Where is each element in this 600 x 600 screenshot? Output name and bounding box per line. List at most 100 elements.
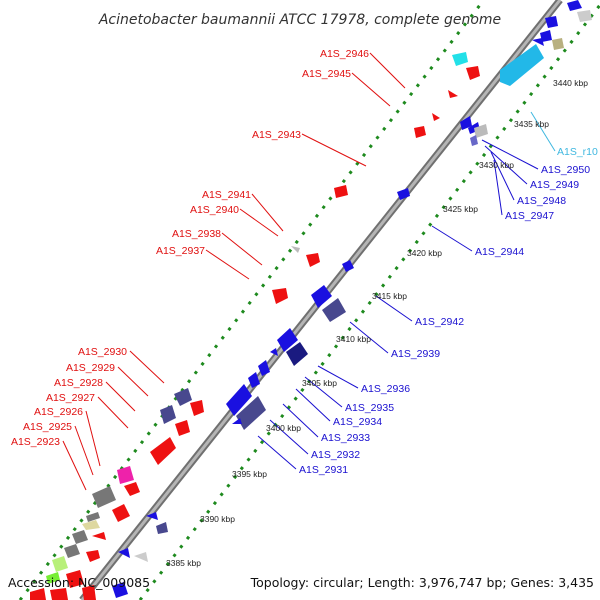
feature-box[interactable] xyxy=(577,10,592,22)
feature-box[interactable] xyxy=(322,298,346,322)
gene-label-reverse[interactable]: A1S_2944 xyxy=(475,246,524,258)
kbp-tick-label: 3410 kbp xyxy=(336,334,371,344)
kbp-tick-label: 3430 kbp xyxy=(479,160,514,170)
gene-label-forward[interactable]: A1S_2937 xyxy=(156,245,205,257)
gene-label-forward[interactable]: A1S_2941 xyxy=(202,189,251,201)
feature-box[interactable] xyxy=(72,530,88,544)
gene-label-rna[interactable]: A1S_r10 xyxy=(557,146,598,158)
feature-box[interactable] xyxy=(291,246,300,253)
gene-label-reverse[interactable]: A1S_2947 xyxy=(505,210,554,222)
gene-label-reverse[interactable]: A1S_2932 xyxy=(311,449,360,461)
feature-arrow[interactable] xyxy=(118,548,130,558)
gene-label-forward[interactable]: A1S_2925 xyxy=(23,421,72,433)
kbp-tick-label: 3420 kbp xyxy=(407,248,442,258)
map-title: Acinetobacter baumannii ATCC 17978, comp… xyxy=(98,12,501,28)
feature-arrow[interactable] xyxy=(248,372,260,388)
feature-arrow[interactable] xyxy=(272,288,288,304)
gene-label-reverse[interactable]: A1S_2931 xyxy=(299,464,348,476)
feature-box[interactable] xyxy=(82,520,100,530)
feature-arrow[interactable] xyxy=(342,260,354,272)
feature-arrow[interactable] xyxy=(466,66,480,80)
outer-tick-track xyxy=(18,4,482,600)
feature-box[interactable] xyxy=(46,572,60,584)
feature-arrow[interactable] xyxy=(432,113,440,121)
gene-label-reverse[interactable]: A1S_2949 xyxy=(530,179,579,191)
feature-box[interactable] xyxy=(160,405,176,424)
feature-box[interactable] xyxy=(286,342,308,366)
feature-arrow[interactable] xyxy=(306,253,320,267)
gene-label-forward[interactable]: A1S_2940 xyxy=(190,204,239,216)
gene-label-reverse[interactable]: A1S_2948 xyxy=(517,195,566,207)
rna-label-connector xyxy=(530,111,556,152)
forward-features xyxy=(30,52,480,600)
kbp-tick-label: 3390 kbp xyxy=(200,514,235,524)
feature-box[interactable] xyxy=(64,544,80,558)
feature-arrow[interactable] xyxy=(397,188,410,200)
gene-label-reverse[interactable]: A1S_2950 xyxy=(541,164,590,176)
feature-arrow[interactable] xyxy=(66,570,84,588)
gene-label-forward[interactable]: A1S_2926 xyxy=(34,406,83,418)
feature-arrow[interactable] xyxy=(500,44,544,86)
feature-arrow[interactable] xyxy=(270,348,278,356)
feature-arrow[interactable] xyxy=(190,400,204,416)
feature-arrow[interactable] xyxy=(146,512,158,520)
gene-label-reverse[interactable]: A1S_2935 xyxy=(345,402,394,414)
feature-arrow[interactable] xyxy=(112,582,128,598)
gene-label-reverse[interactable]: A1S_2942 xyxy=(415,316,464,328)
reverse-label-connectors xyxy=(257,139,539,470)
kbp-tick-label: 3385 kbp xyxy=(166,558,201,568)
feature-arrow[interactable] xyxy=(150,437,176,465)
feature-arrow[interactable] xyxy=(226,384,252,416)
feature-arrow[interactable] xyxy=(82,585,96,600)
feature-arrow[interactable] xyxy=(232,418,242,424)
feature-arrow[interactable] xyxy=(112,504,130,522)
kbp-tick-label: 3415 kbp xyxy=(372,291,407,301)
feature-box[interactable] xyxy=(174,388,192,406)
gene-label-forward[interactable]: A1S_2930 xyxy=(78,346,127,358)
feature-box[interactable] xyxy=(474,124,488,138)
gene-label-reverse[interactable]: A1S_2936 xyxy=(361,383,410,395)
feature-arrow[interactable] xyxy=(532,38,544,46)
feature-box[interactable] xyxy=(452,52,468,66)
feature-box[interactable] xyxy=(156,522,168,534)
gene-label-reverse[interactable]: A1S_2939 xyxy=(391,348,440,360)
feature-arrow[interactable] xyxy=(50,588,68,600)
feature-arrow[interactable] xyxy=(448,90,458,98)
feature-box[interactable] xyxy=(92,486,116,508)
feature-box[interactable] xyxy=(470,135,478,146)
gene-label-forward[interactable]: A1S_2943 xyxy=(252,129,301,141)
feature-box[interactable] xyxy=(86,512,100,522)
gene-label-reverse[interactable]: A1S_2934 xyxy=(333,416,382,428)
gene-label-forward[interactable]: A1S_2923 xyxy=(11,436,60,448)
gene-label-forward[interactable]: A1S_2929 xyxy=(66,362,115,374)
gene-label-forward[interactable]: A1S_2928 xyxy=(54,377,103,389)
gene-label-forward[interactable]: A1S_2927 xyxy=(46,392,95,404)
reverse-features xyxy=(112,0,592,598)
feature-arrow[interactable] xyxy=(124,482,140,496)
feature-arrow[interactable] xyxy=(311,285,332,308)
feature-arrow[interactable] xyxy=(86,550,100,562)
feature-arrow[interactable] xyxy=(175,420,190,436)
feature-arrow[interactable] xyxy=(460,116,472,130)
feature-arrow[interactable] xyxy=(545,16,558,28)
feature-arrow[interactable] xyxy=(277,328,298,352)
feature-box[interactable] xyxy=(552,38,564,50)
inner-tick-track xyxy=(138,4,600,600)
feature-box[interactable] xyxy=(236,396,266,430)
feature-arrow[interactable] xyxy=(30,588,46,600)
feature-box[interactable] xyxy=(117,466,134,484)
feature-arrow[interactable] xyxy=(414,126,426,138)
gene-label-reverse[interactable]: A1S_2933 xyxy=(321,432,370,444)
gene-label-forward[interactable]: A1S_2945 xyxy=(302,68,351,80)
feature-arrow[interactable] xyxy=(540,30,552,42)
feature-arrow[interactable] xyxy=(258,360,270,376)
gene-label-forward[interactable]: A1S_2938 xyxy=(172,228,221,240)
gene-label-forward[interactable]: A1S_2946 xyxy=(320,48,369,60)
feature-box[interactable] xyxy=(52,556,68,572)
feature-box[interactable] xyxy=(134,552,148,562)
feature-arrow[interactable] xyxy=(334,185,348,198)
feature-arrow[interactable] xyxy=(567,0,582,11)
feature-arrow[interactable] xyxy=(92,532,106,540)
